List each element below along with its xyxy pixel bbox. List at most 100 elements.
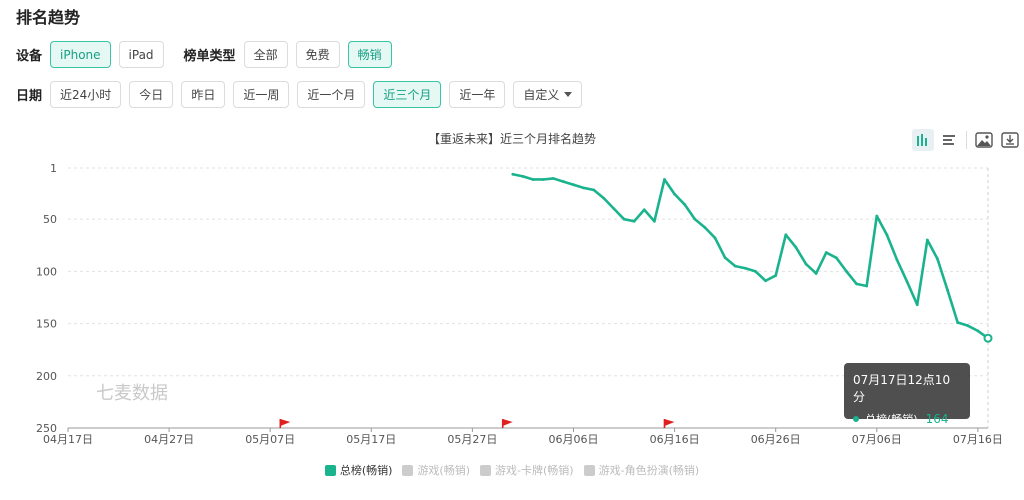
x-tick-label: 06月16日 bbox=[650, 433, 700, 446]
data-point bbox=[632, 219, 636, 223]
download-icon[interactable] bbox=[999, 129, 1021, 151]
highlighted-point bbox=[983, 333, 993, 343]
data-point bbox=[693, 217, 697, 221]
data-point bbox=[754, 269, 757, 273]
data-point bbox=[946, 288, 949, 292]
date-option-custom-dropdown[interactable]: 自定义 bbox=[513, 81, 583, 108]
event-flags bbox=[279, 419, 675, 428]
x-tick-label: 05月07日 bbox=[245, 433, 295, 446]
date-custom-label: 自定义 bbox=[523, 88, 560, 102]
tooltip-value: 164 bbox=[925, 412, 949, 426]
data-point bbox=[582, 186, 586, 190]
y-tick-label: 250 bbox=[36, 422, 57, 435]
tooltip-series-name: 总榜(畅销) bbox=[865, 413, 918, 426]
legend-item-card-games-grossing[interactable]: 游戏-卡牌(畅销) bbox=[480, 462, 574, 478]
legend-swatch bbox=[402, 464, 414, 476]
chart-toolbar bbox=[912, 129, 1024, 151]
x-tick-label: 05月17日 bbox=[346, 433, 396, 446]
y-tick-label: 150 bbox=[36, 318, 57, 331]
data-point bbox=[642, 208, 646, 212]
data-point bbox=[561, 180, 565, 183]
data-point bbox=[814, 272, 818, 275]
date-option-week[interactable]: 近一周 bbox=[233, 81, 290, 108]
chart-grid bbox=[68, 167, 989, 429]
legend-label: 游戏-卡牌(畅销) bbox=[495, 464, 574, 477]
data-point bbox=[804, 262, 808, 266]
data-point bbox=[784, 233, 788, 237]
legend-swatch bbox=[324, 464, 336, 476]
data-point bbox=[764, 279, 767, 283]
date-option-24h[interactable]: 近24小时 bbox=[50, 81, 122, 108]
data-point bbox=[875, 214, 879, 218]
tooltip-title: 07月17日12点10分 bbox=[853, 373, 951, 404]
image-icon[interactable] bbox=[973, 129, 995, 151]
rank-type-option-all[interactable]: 全部 bbox=[243, 41, 288, 68]
date-option-three-months[interactable]: 近三个月 bbox=[373, 81, 442, 108]
legend-label: 总榜(畅销) bbox=[339, 464, 393, 477]
series-line bbox=[512, 172, 989, 340]
date-option-yesterday[interactable]: 昨日 bbox=[181, 81, 226, 108]
toolbar-divider bbox=[966, 131, 967, 149]
data-point bbox=[976, 329, 980, 333]
date-option-month[interactable]: 近一个月 bbox=[297, 81, 366, 108]
data-point bbox=[652, 219, 656, 223]
list-icon[interactable] bbox=[938, 129, 960, 151]
y-tick-label: 50 bbox=[43, 213, 57, 226]
rank-type-option-free[interactable]: 免费 bbox=[295, 41, 340, 68]
date-option-year[interactable]: 近一年 bbox=[449, 81, 506, 108]
data-point bbox=[824, 251, 828, 254]
legend-label: 游戏-角色扮演(畅销) bbox=[598, 464, 700, 477]
x-tick-label: 06月26日 bbox=[751, 433, 801, 446]
flag-marker bbox=[663, 419, 675, 428]
data-point bbox=[703, 226, 707, 229]
device-option-ipad[interactable]: iPad bbox=[118, 41, 164, 68]
date-option-today[interactable]: 今日 bbox=[129, 81, 174, 108]
legend-item-games-grossing[interactable]: 游戏(畅销) bbox=[402, 462, 470, 478]
rank-type-label: 榜单类型 bbox=[183, 49, 236, 64]
chart-tooltip: 07月17日12点10分 总榜(畅销) 164 bbox=[844, 363, 970, 426]
data-point bbox=[905, 280, 909, 284]
data-point bbox=[602, 196, 606, 200]
data-point bbox=[541, 178, 545, 181]
device-label: 设备 bbox=[16, 49, 43, 64]
chart-title: 【重返未来】近三个月排名趋势 bbox=[427, 132, 596, 146]
data-point bbox=[663, 178, 666, 181]
data-point bbox=[612, 207, 616, 211]
filter-row-date: 日期 近24小时 今日 昨日 近一周 近一个月 近三个月 近一年 自定义 bbox=[16, 81, 590, 108]
date-label: 日期 bbox=[16, 89, 43, 104]
tooltip-row: 总榜(畅销) 164 bbox=[853, 411, 961, 427]
bar-chart-icon[interactable] bbox=[912, 129, 934, 151]
legend-item-overall-grossing[interactable]: 总榜(畅销) bbox=[324, 462, 393, 478]
flag-icon bbox=[664, 419, 675, 426]
data-point bbox=[865, 284, 869, 288]
data-point bbox=[895, 258, 899, 262]
filter-row-device-type: 设备 iPhone iPad 榜单类型 全部 免费 畅销 bbox=[16, 41, 400, 68]
data-point bbox=[845, 269, 848, 273]
data-point bbox=[531, 178, 535, 181]
chart-legend: 总榜(畅销) 游戏(畅销) 游戏-卡牌(畅销) 游戏-角色扮演(畅销) bbox=[0, 462, 1024, 478]
data-point bbox=[511, 172, 515, 176]
page-title: 排名趋势 bbox=[16, 8, 81, 27]
rank-type-option-grossing[interactable]: 畅销 bbox=[347, 41, 392, 68]
data-point bbox=[521, 174, 525, 178]
flag-marker bbox=[279, 419, 291, 428]
watermark: 七麦数据 bbox=[96, 383, 168, 404]
data-point bbox=[794, 245, 798, 249]
data-point bbox=[743, 266, 747, 270]
x-tick-label: 06月06日 bbox=[548, 433, 598, 446]
y-tick-label: 200 bbox=[36, 370, 57, 383]
legend-swatch bbox=[480, 464, 492, 476]
data-point bbox=[622, 217, 626, 221]
data-point bbox=[592, 188, 596, 192]
y-tick-label: 1 bbox=[50, 162, 57, 175]
device-option-iphone[interactable]: iPhone bbox=[50, 41, 111, 68]
chart-series bbox=[511, 172, 993, 343]
caret-down-icon bbox=[564, 92, 573, 97]
legend-item-rpg-grossing[interactable]: 游戏-角色扮演(畅销) bbox=[583, 462, 700, 478]
x-tick-label: 04月17日 bbox=[43, 433, 93, 446]
data-point bbox=[885, 233, 889, 237]
flag-marker bbox=[501, 419, 513, 428]
x-tick-label: 07月06日 bbox=[852, 433, 902, 446]
data-point bbox=[966, 324, 970, 328]
data-point bbox=[733, 264, 737, 268]
